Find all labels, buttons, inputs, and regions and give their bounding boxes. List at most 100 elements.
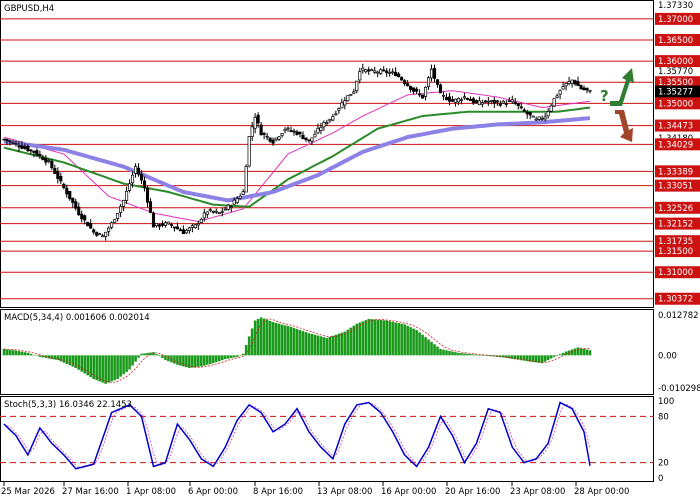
candle-body xyxy=(271,139,275,144)
macd-bar xyxy=(472,354,475,356)
macd-bar xyxy=(149,352,152,356)
macd-bar xyxy=(98,355,101,382)
time-label-3: 6 Apr 00:00 xyxy=(188,487,238,497)
macd-bar xyxy=(283,325,287,356)
macd-bar xyxy=(214,355,218,363)
macd-bar xyxy=(32,354,36,356)
candle-body xyxy=(441,94,446,97)
macd-bar xyxy=(367,318,371,356)
candle-body xyxy=(319,127,323,131)
candle-body xyxy=(421,94,425,99)
level-price-box-10 xyxy=(655,138,700,151)
candle-body xyxy=(151,212,156,228)
candle-body xyxy=(157,224,162,227)
price-tick-13: 1.32526 xyxy=(658,204,693,214)
macd-bar xyxy=(504,355,508,358)
candle-body xyxy=(286,127,290,130)
candle-body xyxy=(262,132,266,135)
macd-bar xyxy=(490,355,493,357)
macd-bar xyxy=(155,354,158,356)
candle-body xyxy=(316,127,320,134)
candle-body xyxy=(172,226,176,229)
macd-bar xyxy=(394,322,397,356)
candle-body xyxy=(468,99,472,101)
candle-body xyxy=(295,131,299,135)
price-tick-labels: 1.37330 1.37000 1.36500 1.360001.357701.355… xyxy=(655,1,700,305)
candle-body xyxy=(432,67,437,79)
price-tick-11: 1.33389 xyxy=(658,167,693,177)
macd-bar xyxy=(164,355,167,361)
macd-bar xyxy=(546,355,550,361)
macd-bar xyxy=(191,355,194,368)
macd-bar xyxy=(421,334,424,356)
macd-bar xyxy=(131,355,134,366)
candle-body xyxy=(513,101,517,104)
macd-bar xyxy=(364,320,368,356)
candle-body xyxy=(453,98,458,103)
candle-body xyxy=(364,69,368,73)
macd-bar xyxy=(29,353,33,356)
candle-body xyxy=(552,98,556,107)
macd-bar xyxy=(170,355,173,363)
candle-body xyxy=(567,81,571,84)
macd-bar xyxy=(203,355,206,366)
macd-bar xyxy=(442,349,445,356)
candle-body xyxy=(379,69,383,74)
macd-bar xyxy=(555,355,559,356)
macd-bar xyxy=(262,318,266,356)
macd-tick-0: 0.012782 xyxy=(658,311,699,321)
macd-bar xyxy=(322,337,326,356)
macd-bar xyxy=(86,355,90,376)
macd-bar xyxy=(510,355,514,359)
candle-body xyxy=(504,103,508,105)
macd-bar xyxy=(11,350,15,356)
macd-bar xyxy=(113,355,116,381)
macd-bar xyxy=(358,322,362,356)
macd-bar xyxy=(549,355,553,359)
macd-bar xyxy=(53,355,57,360)
price-tick-2: 1.36500 xyxy=(658,36,693,46)
candle-body xyxy=(205,211,209,215)
macd-bar xyxy=(5,349,9,356)
macd-bar xyxy=(484,355,487,356)
macd-bar xyxy=(8,349,12,356)
candle-body xyxy=(325,122,329,125)
macd-bar xyxy=(223,355,227,360)
macd-bar xyxy=(188,355,191,368)
candle-body xyxy=(208,209,212,211)
candle-body xyxy=(489,100,493,102)
candle-body xyxy=(498,102,502,106)
candle-body xyxy=(274,137,278,141)
macd-bar xyxy=(430,341,433,356)
moving-averages xyxy=(3,90,591,223)
candle-body xyxy=(95,232,99,236)
level-price-box-7 xyxy=(655,97,700,110)
macd-bar xyxy=(197,355,200,367)
candle-body xyxy=(134,166,138,174)
level-price-box-2 xyxy=(655,34,700,46)
macd-bar xyxy=(179,355,182,366)
candle-body xyxy=(163,222,167,226)
candle-body xyxy=(136,167,141,175)
moving-average-2 xyxy=(3,116,591,203)
macd-bar xyxy=(134,355,137,362)
candle-body xyxy=(444,97,449,101)
macd-bar xyxy=(570,349,574,356)
candle-body xyxy=(202,212,206,219)
macd-bar xyxy=(507,355,511,359)
stoch-d-line xyxy=(3,402,591,469)
level-price-box-3 xyxy=(655,55,700,68)
candle-body xyxy=(214,210,218,213)
macd-bar xyxy=(355,323,359,356)
macd-bar xyxy=(256,318,260,356)
macd-bar xyxy=(152,352,155,356)
macd-bar xyxy=(89,355,93,378)
macd-bar xyxy=(585,349,589,356)
macd-bar xyxy=(146,352,149,356)
macd-bar xyxy=(137,355,140,358)
candle-body xyxy=(555,95,559,98)
macd-bar xyxy=(373,319,377,356)
candle-body xyxy=(507,100,511,102)
candle-body xyxy=(385,70,389,74)
candle-body xyxy=(256,114,260,124)
